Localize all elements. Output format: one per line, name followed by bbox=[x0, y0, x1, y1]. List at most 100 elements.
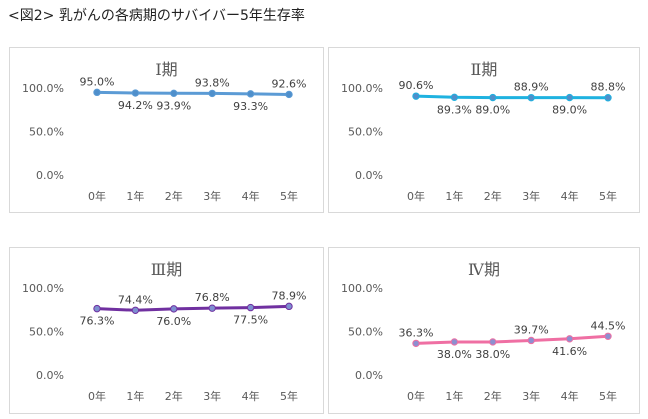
data-label: 88.9% bbox=[514, 81, 549, 94]
data-point bbox=[565, 335, 574, 343]
data-label: 41.6% bbox=[552, 345, 587, 358]
data-point bbox=[170, 305, 178, 313]
chart-title: Ⅱ期 bbox=[471, 60, 498, 79]
data-label: 89.0% bbox=[552, 104, 587, 117]
data-label: 95.0% bbox=[80, 75, 115, 88]
data-point bbox=[412, 339, 420, 348]
x-tick-label: 4年 bbox=[561, 389, 579, 403]
x-tick-label: 3年 bbox=[522, 189, 540, 203]
x-tick-label: 1年 bbox=[445, 189, 463, 203]
data-label: 76.3% bbox=[80, 315, 115, 328]
x-tick-label: 0年 bbox=[407, 389, 425, 403]
x-tick-label: 5年 bbox=[599, 189, 617, 203]
data-point bbox=[565, 93, 574, 102]
data-point bbox=[489, 93, 497, 102]
y-tick-label: 50.0% bbox=[29, 126, 64, 139]
data-point bbox=[246, 90, 255, 98]
x-tick-label: 3年 bbox=[203, 389, 221, 403]
data-point bbox=[527, 93, 535, 102]
data-label: 94.2% bbox=[118, 99, 153, 112]
x-tick-label: 5年 bbox=[280, 189, 298, 203]
y-tick-label: 50.0% bbox=[348, 326, 383, 339]
data-label: 38.0% bbox=[437, 348, 472, 361]
x-tick-label: 4年 bbox=[242, 189, 260, 203]
data-label: 92.6% bbox=[272, 77, 307, 90]
y-tick-label: 0.0% bbox=[355, 369, 383, 382]
x-tick-label: 4年 bbox=[242, 389, 260, 403]
data-point bbox=[208, 304, 216, 312]
data-point bbox=[489, 338, 497, 346]
x-tick-label: 0年 bbox=[88, 189, 106, 203]
y-tick-label: 0.0% bbox=[36, 169, 64, 182]
data-point bbox=[412, 92, 420, 100]
x-tick-label: 2年 bbox=[484, 189, 502, 203]
x-tick-label: 2年 bbox=[165, 389, 183, 403]
data-label: 39.7% bbox=[514, 323, 549, 336]
chart-panel-stage1: Ⅰ期 0.0% 50.0% 100.0% 0年 1年 2年 3年 4年 5年 95.0% 94.2% 9… bbox=[9, 47, 324, 213]
data-label: 89.3% bbox=[437, 103, 472, 116]
data-label: 78.9% bbox=[272, 289, 307, 302]
data-point bbox=[131, 306, 140, 314]
data-point bbox=[285, 302, 293, 311]
data-label: 89.0% bbox=[475, 104, 510, 117]
data-point bbox=[208, 89, 216, 98]
data-label: 38.0% bbox=[475, 348, 510, 361]
chart-title: Ⅰ期 bbox=[155, 60, 177, 79]
x-tick-label: 1年 bbox=[445, 389, 463, 403]
data-point bbox=[450, 93, 459, 102]
data-point bbox=[93, 304, 101, 313]
x-tick-label: 5年 bbox=[280, 389, 298, 403]
chart-panel-stage3: Ⅲ期 0.0% 50.0% 100.0% 0年 1年 2年 3年 4年 5年 76.3% 74.4% 7… bbox=[9, 247, 324, 414]
x-tick-label: 1年 bbox=[126, 189, 144, 203]
series-line bbox=[95, 304, 291, 312]
page-title: <図2> 乳がんの各病期のサバイバー5年生存率 bbox=[8, 8, 305, 24]
y-tick-label: 100.0% bbox=[341, 282, 383, 295]
series-line bbox=[414, 334, 610, 345]
chart-title: Ⅲ期 bbox=[151, 260, 182, 279]
data-label: 90.6% bbox=[399, 79, 434, 92]
data-point bbox=[246, 303, 255, 312]
x-tick-label: 4年 bbox=[561, 189, 579, 203]
y-tick-label: 100.0% bbox=[22, 282, 64, 295]
chart-panel-stage2: Ⅱ期 0.0% 50.0% 100.0% 0年 1年 2年 3年 4年 5年 90.6% 89.3% 8… bbox=[328, 47, 640, 213]
data-label: 88.8% bbox=[591, 81, 626, 94]
y-tick-label: 0.0% bbox=[36, 369, 64, 382]
series-line bbox=[95, 90, 291, 96]
data-label: 74.4% bbox=[118, 293, 153, 306]
x-tick-label: 2年 bbox=[484, 389, 502, 403]
y-tick-label: 100.0% bbox=[341, 82, 383, 95]
data-point bbox=[93, 88, 101, 97]
data-point bbox=[170, 89, 178, 98]
data-label: 76.0% bbox=[156, 315, 191, 328]
y-tick-label: 0.0% bbox=[355, 169, 383, 182]
y-tick-label: 50.0% bbox=[29, 326, 64, 339]
chart-title: Ⅳ期 bbox=[468, 260, 500, 279]
x-tick-label: 1年 bbox=[126, 389, 144, 403]
data-label: 44.5% bbox=[591, 319, 626, 332]
data-label: 93.3% bbox=[233, 100, 268, 113]
x-tick-label: 0年 bbox=[407, 189, 425, 203]
y-tick-label: 100.0% bbox=[22, 82, 64, 95]
data-point bbox=[285, 90, 293, 99]
data-label: 93.9% bbox=[156, 99, 191, 112]
x-tick-label: 0年 bbox=[88, 389, 106, 403]
y-tick-label: 50.0% bbox=[348, 126, 383, 139]
x-tick-label: 2年 bbox=[165, 189, 183, 203]
data-label: 93.8% bbox=[195, 76, 230, 89]
x-tick-label: 5年 bbox=[599, 389, 617, 403]
data-point bbox=[527, 336, 535, 345]
data-point bbox=[604, 94, 612, 102]
data-point bbox=[131, 89, 140, 97]
data-point bbox=[450, 338, 459, 346]
chart-panel-stage4: Ⅳ期 0.0% 50.0% 100.0% 0年 1年 2年 3年 4年 5年 36.3% 38.0% 3… bbox=[328, 247, 640, 414]
x-tick-label: 3年 bbox=[522, 389, 540, 403]
data-label: 76.8% bbox=[195, 291, 230, 304]
data-label: 36.3% bbox=[399, 326, 434, 339]
data-point bbox=[604, 332, 612, 340]
series-line bbox=[414, 94, 610, 100]
x-tick-label: 3年 bbox=[203, 189, 221, 203]
